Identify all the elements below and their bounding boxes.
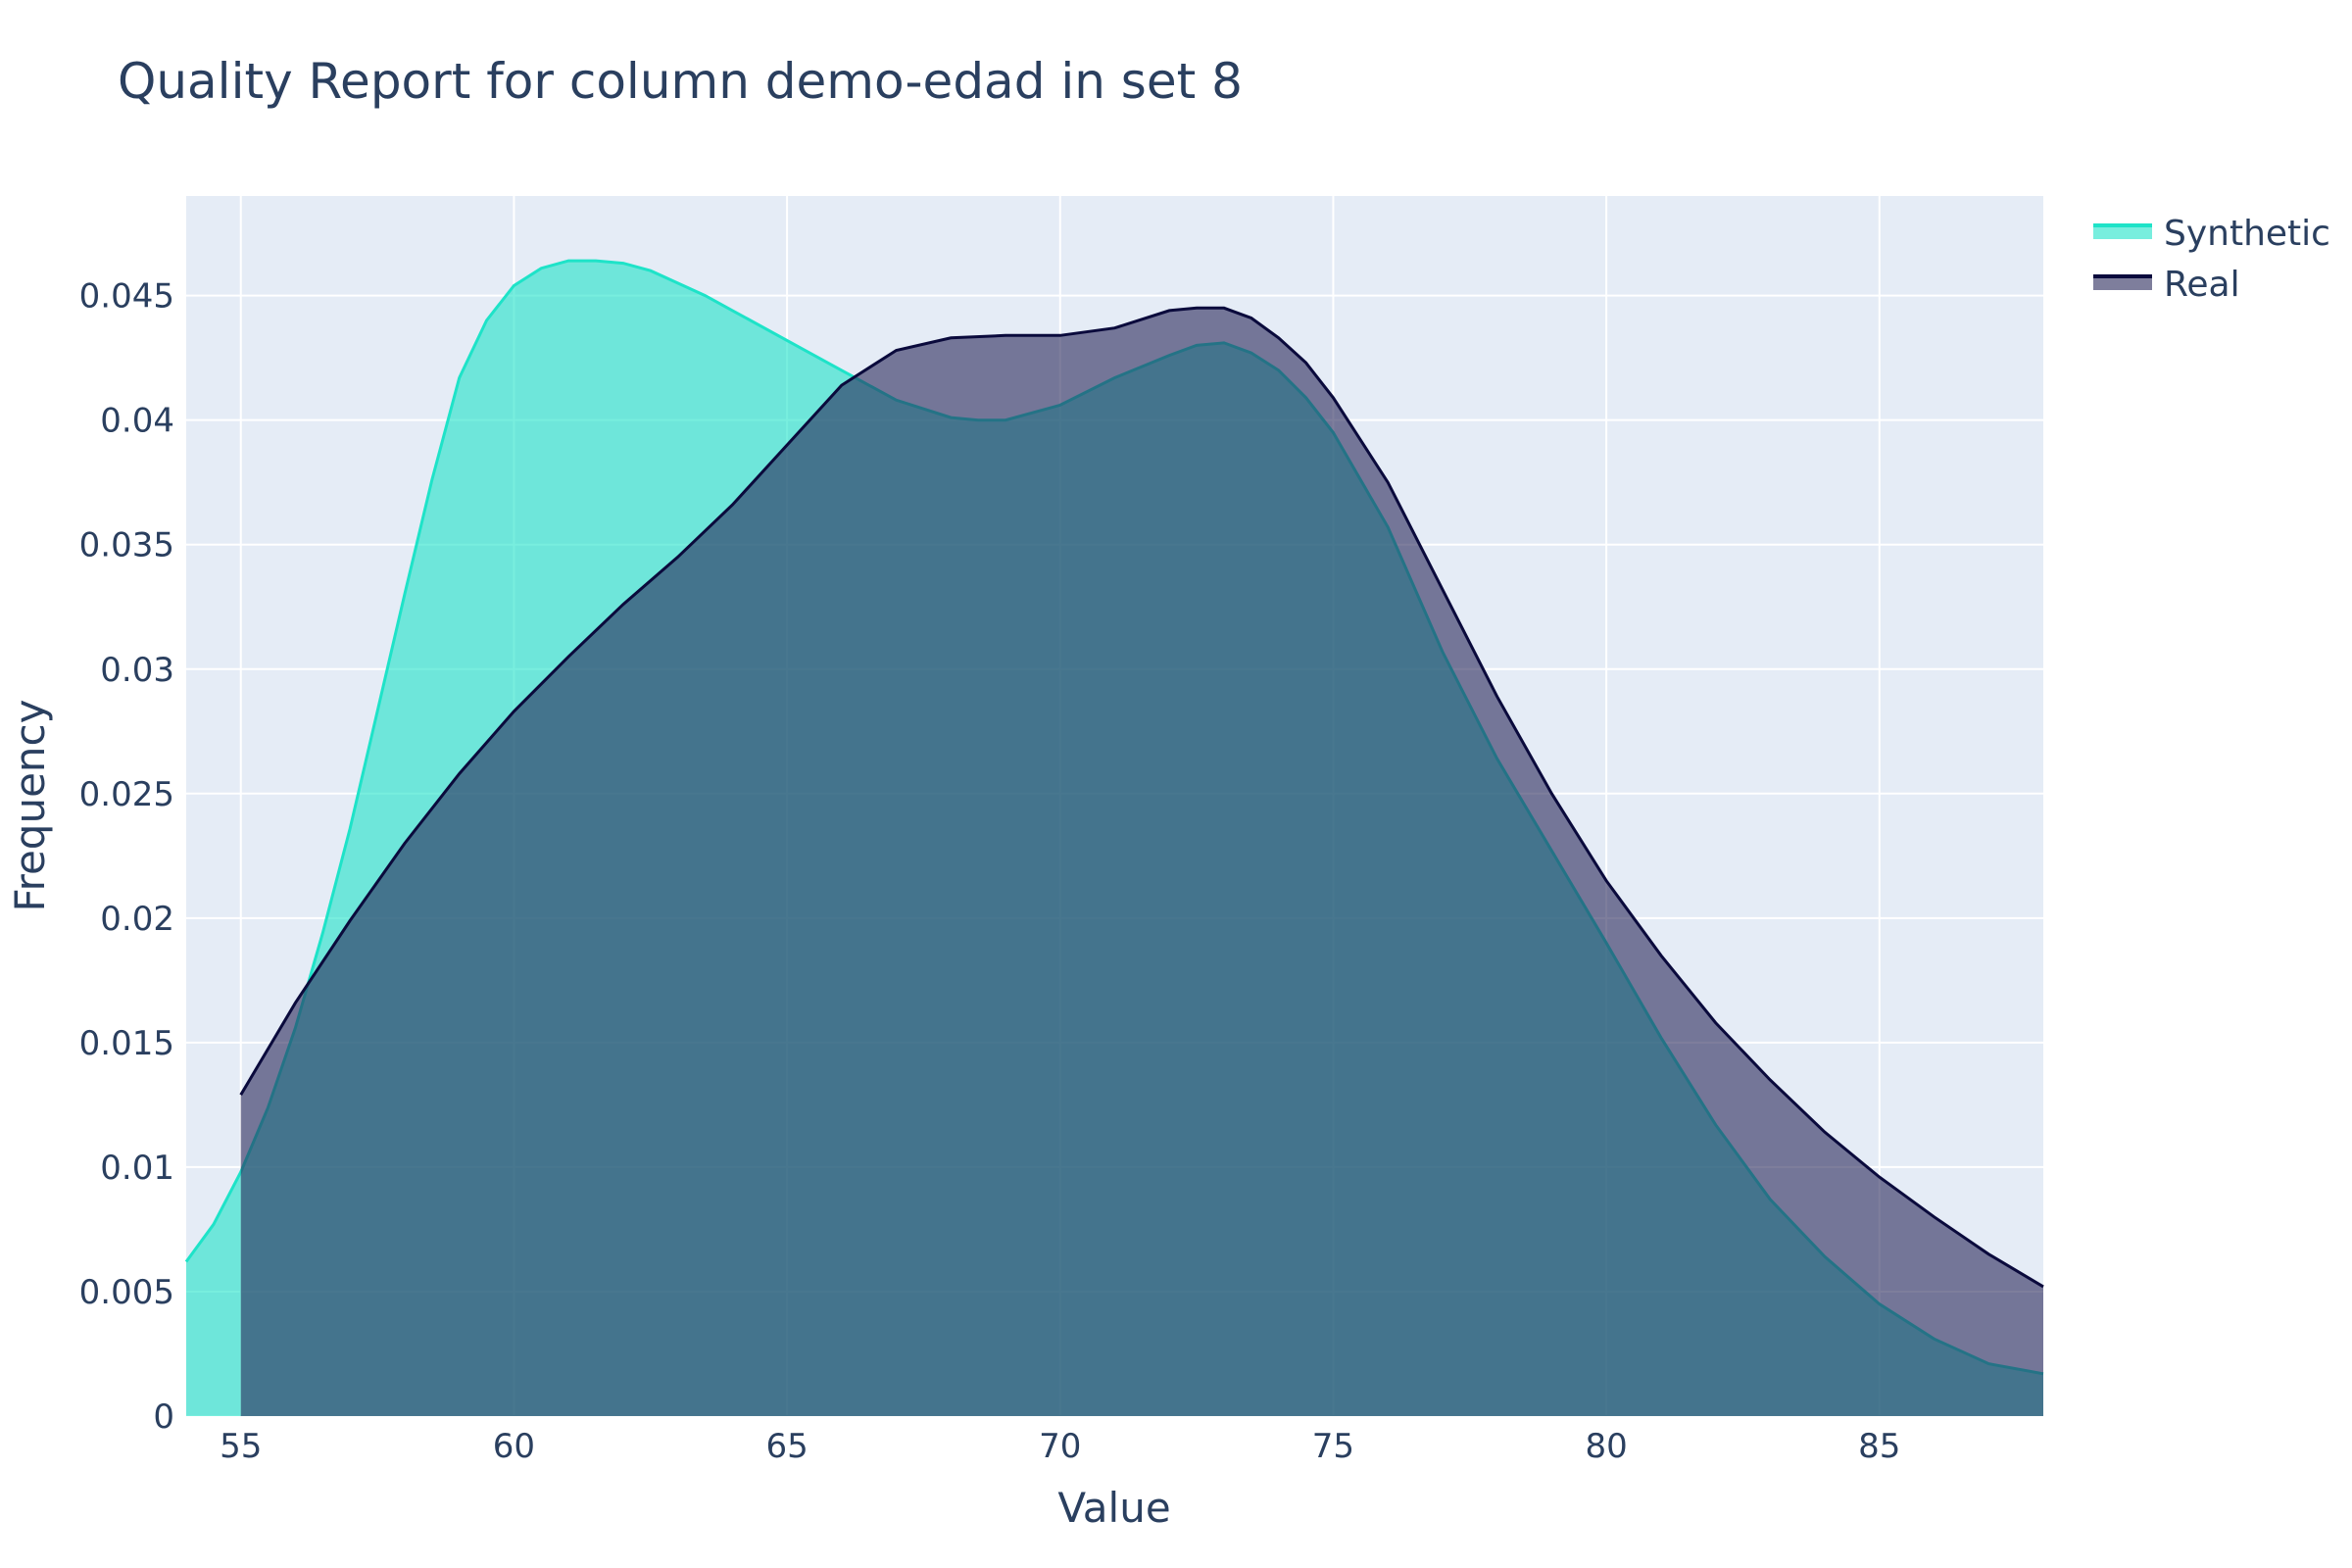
x-tick-label-1: 60 [493,1427,535,1466]
y-axis-title: Frequency [6,700,54,912]
real-area [240,308,2044,1416]
y-tick-label-7: 0.035 [79,526,174,565]
y-tick-label-5: 0.025 [79,775,174,814]
y-tick-label-4: 0.02 [100,900,174,939]
legend-swatch-real [2093,276,2152,290]
y-tick-label-0: 0 [153,1397,174,1437]
x-tick-label-6: 85 [1858,1427,1900,1466]
x-tick-labels: 55 60 65 70 75 80 85 [220,1427,1900,1466]
y-tick-label-6: 0.03 [100,651,174,690]
legend-label-real: Real [2164,265,2240,305]
y-tick-label-3: 0.015 [79,1024,174,1063]
legend-swatch-synthetic [2093,225,2152,239]
legend-item-real[interactable]: Real [2093,265,2240,305]
y-tick-label-2: 0.01 [100,1149,174,1188]
legend[interactable]: Synthetic Real [2093,214,2330,305]
x-tick-label-4: 75 [1312,1427,1354,1466]
x-tick-label-5: 80 [1585,1427,1627,1466]
y-tick-label-1: 0.005 [79,1273,174,1312]
y-tick-labels: 0 0.005 0.01 0.015 0.02 0.025 0.03 0.035 0.04 0.0… [79,277,174,1437]
x-tick-label-2: 65 [765,1427,808,1466]
series-areas [184,259,2044,1417]
chart-title: Quality Report for column demo-edad in s… [118,53,1243,110]
real-line [239,306,2044,1289]
legend-item-synthetic[interactable]: Synthetic [2093,214,2330,254]
y-tick-label-8: 0.04 [100,402,174,441]
y-tick-label-9: 0.045 [79,277,174,317]
x-tick-label-0: 55 [220,1427,262,1466]
x-tick-label-3: 70 [1039,1427,1081,1466]
legend-label-synthetic: Synthetic [2164,214,2330,254]
x-axis-title: Value [1057,1484,1170,1532]
